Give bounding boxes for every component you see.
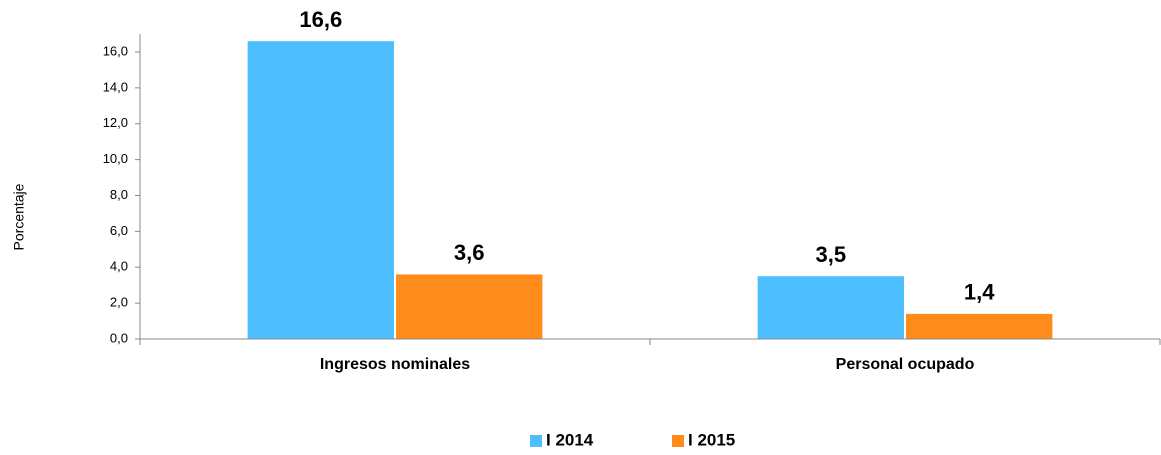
y-tick-label: 4,0 xyxy=(110,259,128,274)
y-tick-label: 0,0 xyxy=(110,330,128,345)
bar xyxy=(906,313,1053,339)
legend-label: I 2015 xyxy=(688,430,735,449)
value-label: 3,6 xyxy=(454,240,485,265)
y-tick-label: 6,0 xyxy=(110,223,128,238)
bar xyxy=(247,41,394,340)
value-label: 1,4 xyxy=(964,280,995,305)
x-tick-label: Ingresos nominales xyxy=(320,356,470,373)
value-label: 3,5 xyxy=(816,242,847,267)
y-tick-label: 14,0 xyxy=(103,79,128,94)
bar xyxy=(757,276,904,339)
legend-swatch xyxy=(530,435,542,447)
y-tick-label: 2,0 xyxy=(110,295,128,310)
y-tick-label: 12,0 xyxy=(103,115,128,130)
y-tick-label: 8,0 xyxy=(110,187,128,202)
x-tick-label: Personal ocupado xyxy=(836,356,975,373)
legend-label: I 2014 xyxy=(546,430,594,449)
bar xyxy=(396,274,543,339)
y-tick-label: 10,0 xyxy=(103,151,128,166)
y-tick-label: 16,0 xyxy=(103,43,128,58)
value-label: 16,6 xyxy=(299,7,342,32)
legend-swatch xyxy=(672,435,684,447)
y-axis-label: Porcentaje xyxy=(11,183,27,250)
